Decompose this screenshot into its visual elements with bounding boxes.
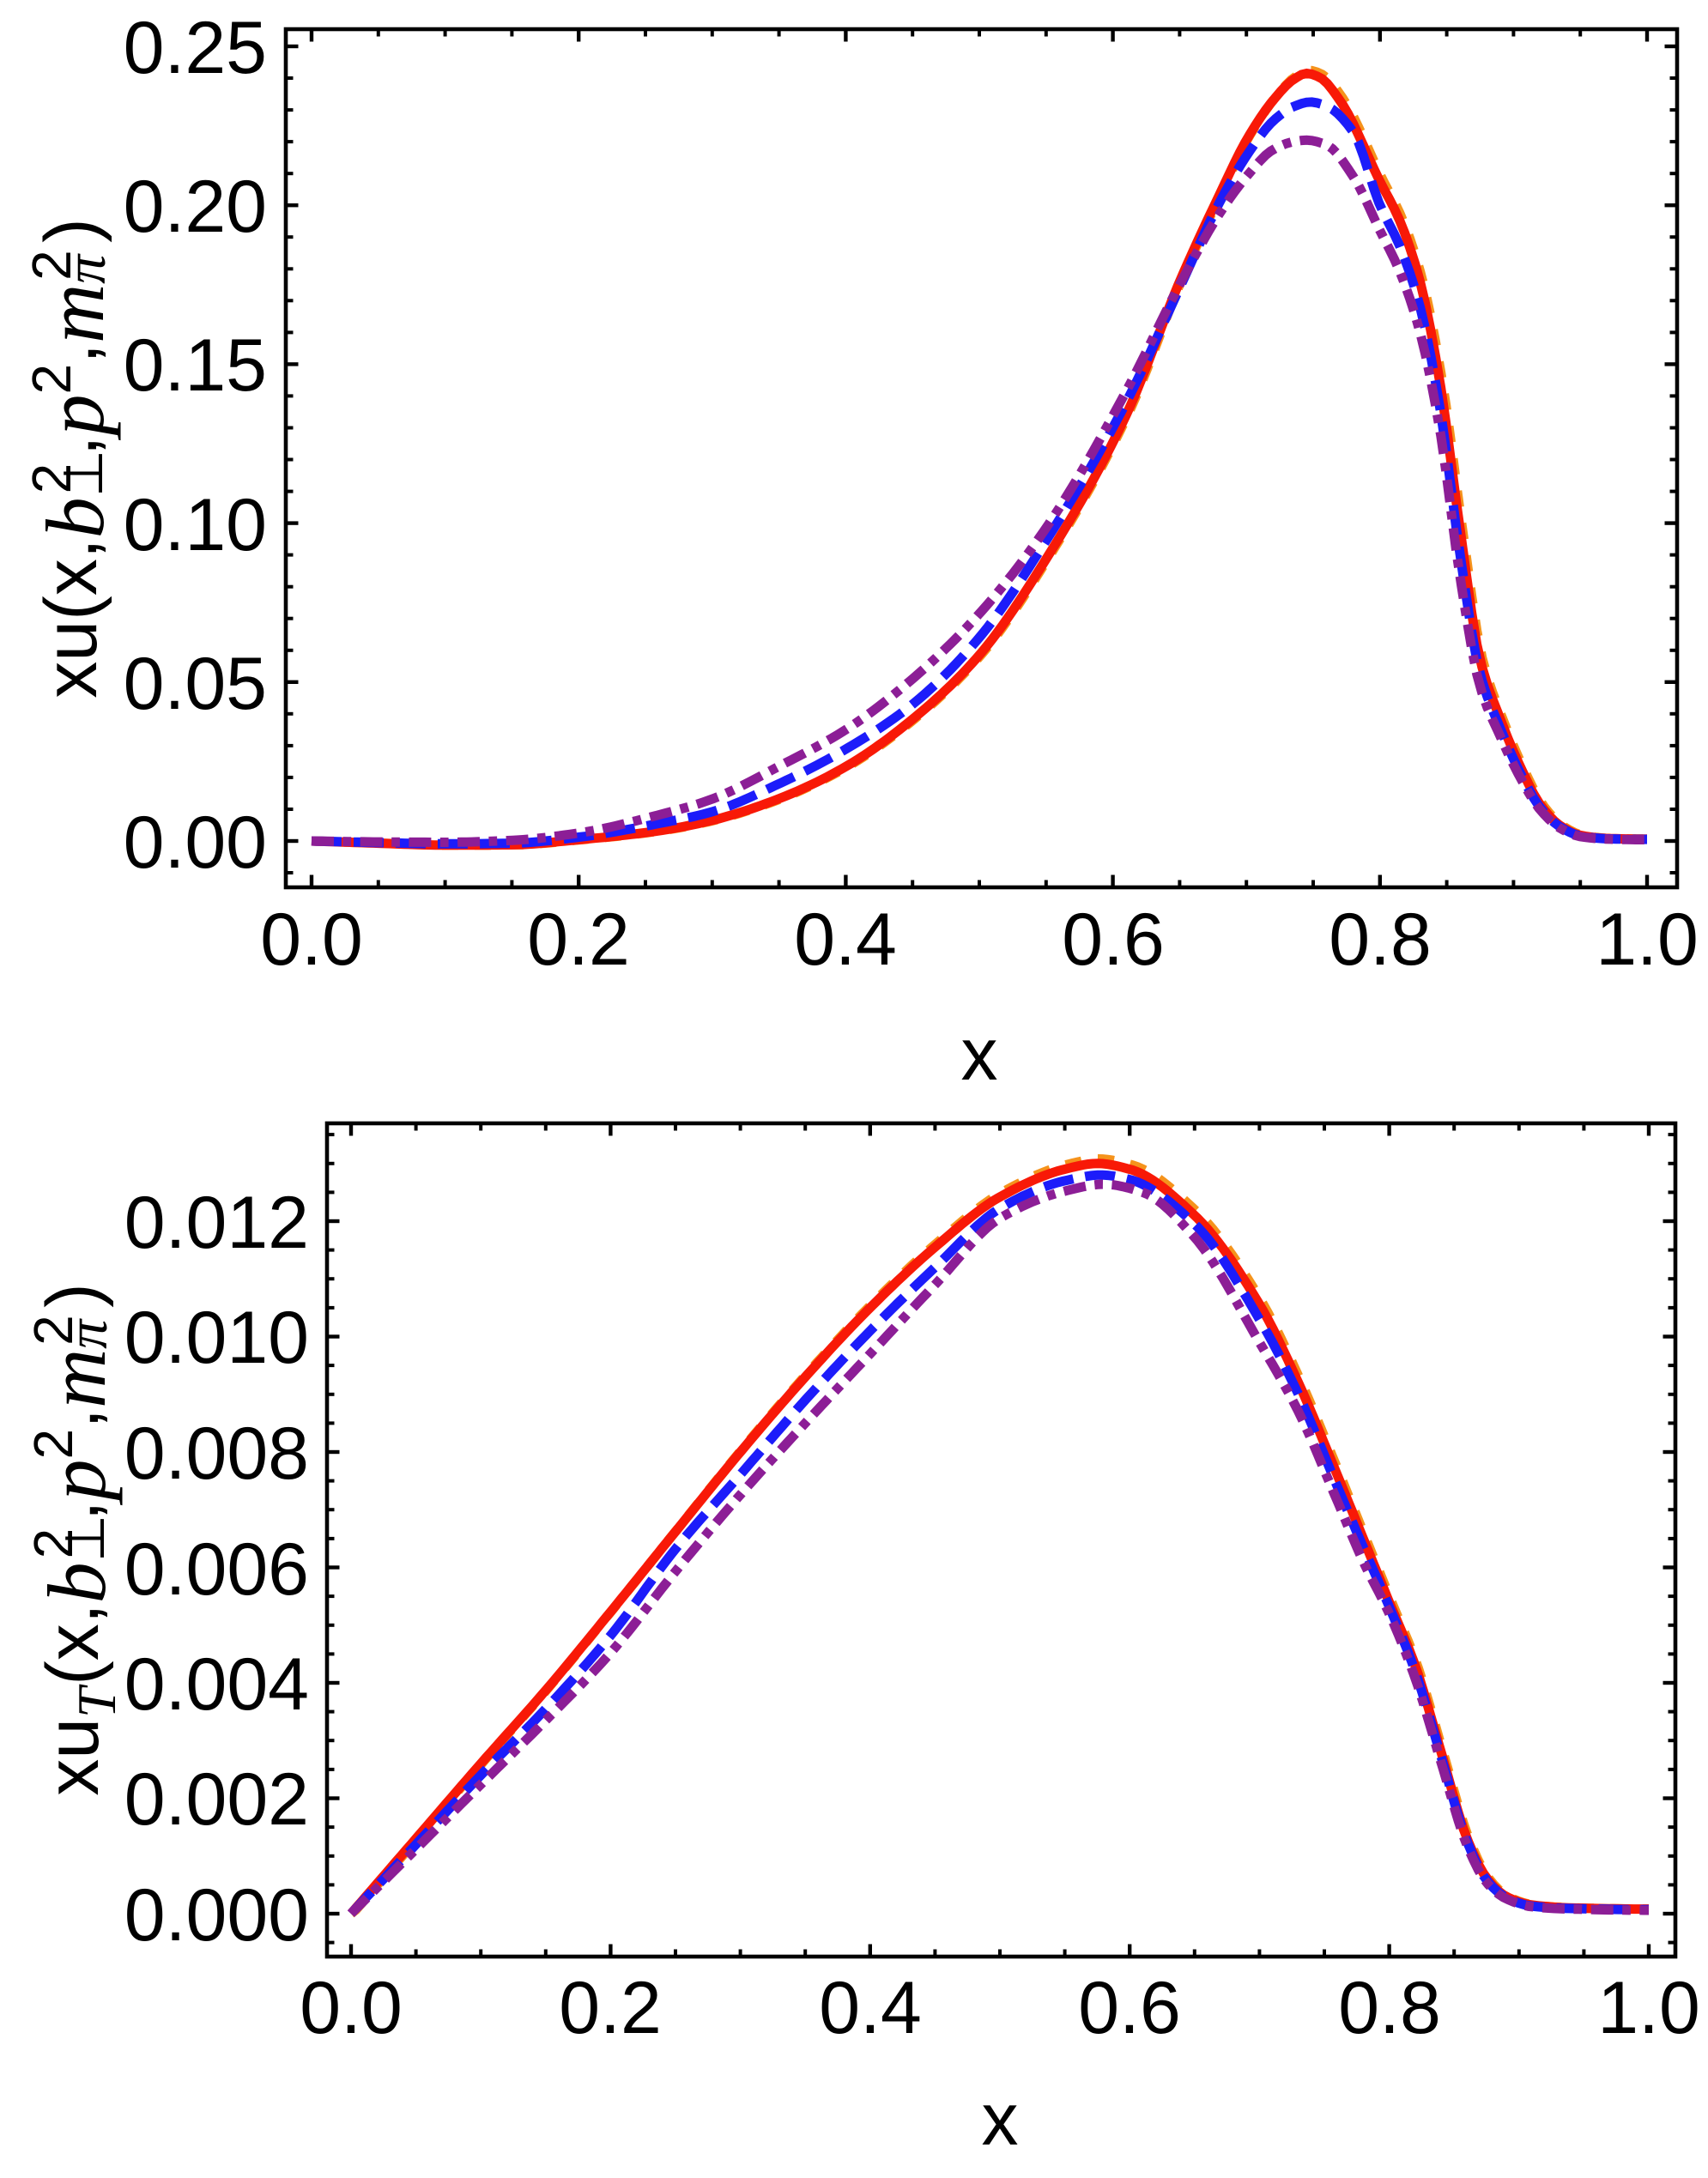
svg-text:,: ,	[32, 1408, 114, 1429]
svg-text:0.010: 0.010	[124, 1297, 309, 1379]
svg-text:0.4: 0.4	[819, 1967, 922, 2049]
svg-text:0.8: 0.8	[1338, 1967, 1441, 2049]
svg-text:0.012: 0.012	[124, 1182, 309, 1264]
svg-text:p: p	[29, 395, 121, 441]
svg-text:b: b	[31, 1562, 123, 1603]
svg-text:,: ,	[30, 435, 112, 456]
svg-text:0.002: 0.002	[124, 1758, 309, 1841]
svg-text:T: T	[66, 1684, 127, 1718]
svg-text:0.4: 0.4	[794, 898, 897, 981]
svg-text:0.00: 0.00	[124, 802, 267, 884]
svg-text:(x,: (x,	[32, 1603, 114, 1685]
svg-text:0.6: 0.6	[1062, 898, 1165, 981]
svg-text:2: 2	[21, 463, 82, 494]
svg-text:0.004: 0.004	[124, 1643, 309, 1726]
svg-text:π: π	[52, 253, 118, 284]
svg-text:2: 2	[22, 1429, 84, 1460]
svg-text:xu: xu	[32, 1718, 114, 1796]
svg-text:0.6: 0.6	[1078, 1967, 1181, 2049]
svg-text:,: ,	[30, 343, 112, 364]
svg-text:m: m	[29, 284, 121, 343]
svg-text:π: π	[54, 1318, 119, 1349]
svg-text:x: x	[961, 1013, 998, 1096]
svg-text:2: 2	[21, 250, 82, 281]
svg-text:0.2: 0.2	[527, 898, 630, 981]
svg-text:0.2: 0.2	[559, 1967, 662, 2049]
svg-text:⊥: ⊥	[54, 1515, 116, 1563]
svg-text:0.8: 0.8	[1329, 898, 1432, 981]
svg-text:0.25: 0.25	[124, 7, 267, 89]
svg-text:2: 2	[21, 364, 82, 395]
svg-text:0.000: 0.000	[124, 1874, 309, 1957]
svg-text:): )	[32, 1283, 114, 1308]
svg-text:0.05: 0.05	[124, 643, 267, 725]
svg-text:xu: xu	[30, 620, 112, 699]
svg-text:2: 2	[22, 1315, 84, 1346]
svg-text:⊥: ⊥	[52, 450, 114, 498]
svg-text:m: m	[31, 1349, 123, 1408]
svg-text:0.10: 0.10	[124, 484, 267, 566]
svg-text:2: 2	[22, 1528, 84, 1559]
svg-text:p: p	[31, 1460, 123, 1506]
svg-text:(x,: (x,	[30, 538, 112, 620]
svg-text:x: x	[982, 2078, 1019, 2161]
svg-text:0.20: 0.20	[124, 166, 267, 248]
svg-text:0.15: 0.15	[124, 324, 267, 407]
svg-text:1.0: 1.0	[1597, 1967, 1700, 2049]
svg-text:1.0: 1.0	[1596, 898, 1699, 981]
svg-text:b: b	[29, 497, 121, 538]
svg-text:0.0: 0.0	[260, 898, 363, 981]
svg-text:0.006: 0.006	[124, 1528, 309, 1611]
svg-text:0.008: 0.008	[124, 1413, 309, 1495]
svg-text:0.0: 0.0	[300, 1967, 403, 2049]
svg-text:): )	[30, 218, 112, 243]
svg-text:,: ,	[32, 1500, 114, 1521]
